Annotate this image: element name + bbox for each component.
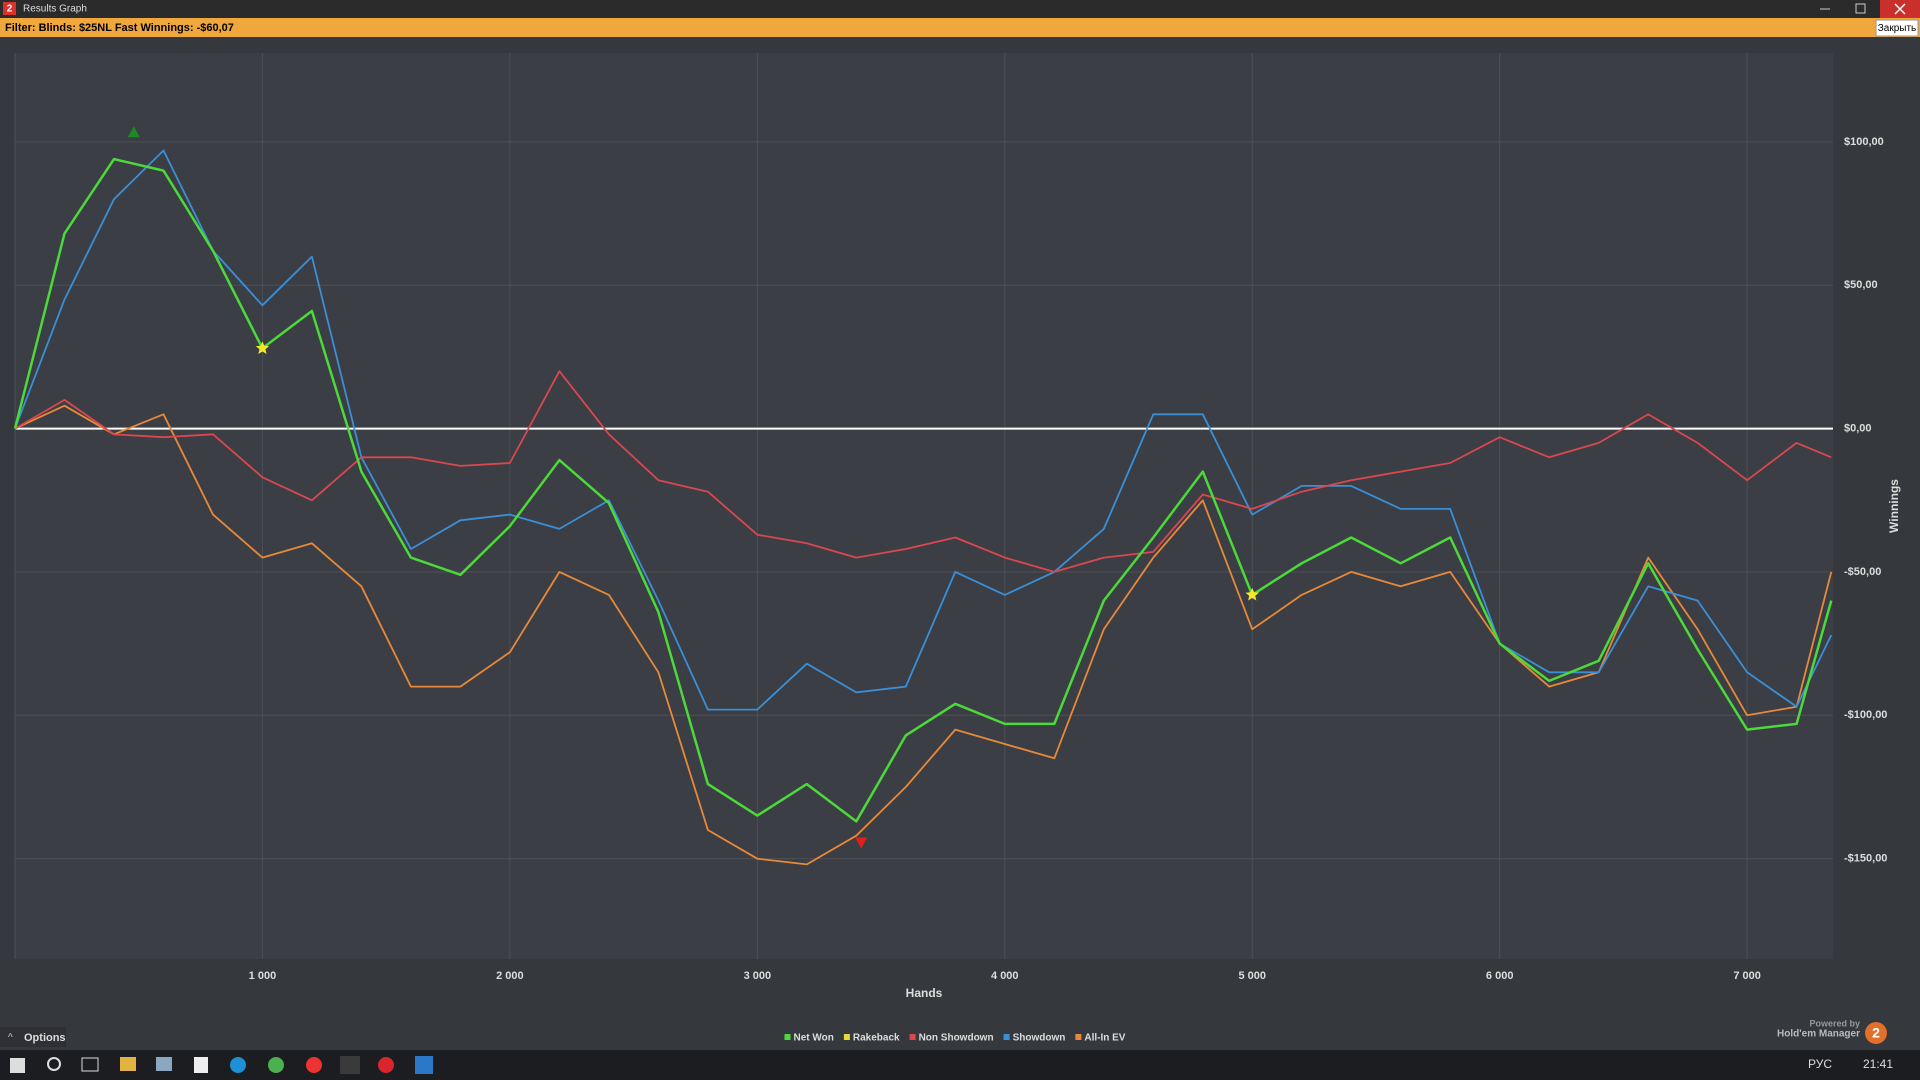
app-badge: 2 [7,4,13,15]
options-caret: ^ [8,1033,13,1044]
legend-swatch [909,1034,916,1040]
options-button[interactable] [0,1027,66,1047]
plot-area [15,53,1833,959]
legend-swatch [1075,1034,1082,1040]
y-tick-label: $50,00 [1844,279,1878,291]
pokerstars-icon[interactable] [378,1057,394,1073]
legend-label: Showdown [1013,1033,1066,1044]
y-tick-label: -$50,00 [1844,566,1881,578]
options-label: Options [24,1032,66,1044]
app-icon-3[interactable] [415,1056,433,1074]
language[interactable]: РУС [1808,1057,1832,1071]
marker [1245,587,1259,601]
x-tick-label: 6 000 [1486,970,1514,982]
y-axis-title: Winnings [1887,479,1901,533]
x-axis-title: Hands [906,986,943,1000]
series-line [14,370,1832,573]
legend-swatch [843,1034,850,1040]
x-tick-label: 4 000 [991,970,1019,982]
filter-text: Filter: Blinds: $25NL Fast Winnings: -$6… [5,22,234,34]
x-tick-label: 1 000 [249,970,277,982]
marker [127,126,140,138]
x-tick-label: 5 000 [1238,970,1266,982]
start-button[interactable] [10,1058,25,1073]
title-bar [0,0,1920,18]
y-tick-label: -$150,00 [1844,853,1887,865]
legend-label: Non Showdown [919,1033,994,1044]
marker [855,837,868,849]
close-icon [1894,3,1906,15]
search-button[interactable] [47,1057,61,1071]
skype-icon[interactable] [230,1057,246,1073]
x-tick-label: 7 000 [1733,970,1761,982]
chrome-icon[interactable] [268,1057,284,1073]
filter-bar [0,18,1920,37]
legend-swatch [784,1034,791,1040]
y-tick-label: -$100,00 [1844,709,1887,721]
hm-icon[interactable] [340,1056,360,1074]
yandex-icon[interactable] [306,1057,322,1073]
series-line [13,157,1833,823]
y-tick-label: $0,00 [1844,422,1872,434]
close-button[interactable] [1875,19,1919,37]
task-view-button[interactable] [81,1057,99,1072]
app-icon-2[interactable] [156,1057,172,1071]
series-line [14,404,1833,866]
powered-by: Powered by [1809,1018,1860,1028]
legend-label: Rakeback [853,1033,900,1044]
legend-label: Net Won [794,1033,834,1044]
taskbar [0,1050,1920,1080]
close-button-label: Закрыть [1878,23,1917,34]
brand-badge: 2 [1872,1025,1880,1041]
explorer-icon[interactable] [120,1057,136,1071]
marker [255,341,270,354]
legend-label: All-In EV [1084,1033,1125,1044]
app-icon [3,2,16,15]
x-tick-label: 2 000 [496,970,524,982]
series-line [14,149,1833,711]
brand: Hold'em Manager [1777,1029,1860,1040]
calculator-icon[interactable] [194,1057,208,1073]
x-tick-label: 3 000 [744,970,772,982]
y-tick-label: $100,00 [1844,136,1884,148]
legend-swatch [1003,1034,1010,1040]
window-title: Results Graph [23,4,87,15]
brand-logo [1865,1022,1887,1044]
restore-button[interactable] [1855,3,1866,14]
clock[interactable]: 21:41 [1863,1057,1893,1071]
